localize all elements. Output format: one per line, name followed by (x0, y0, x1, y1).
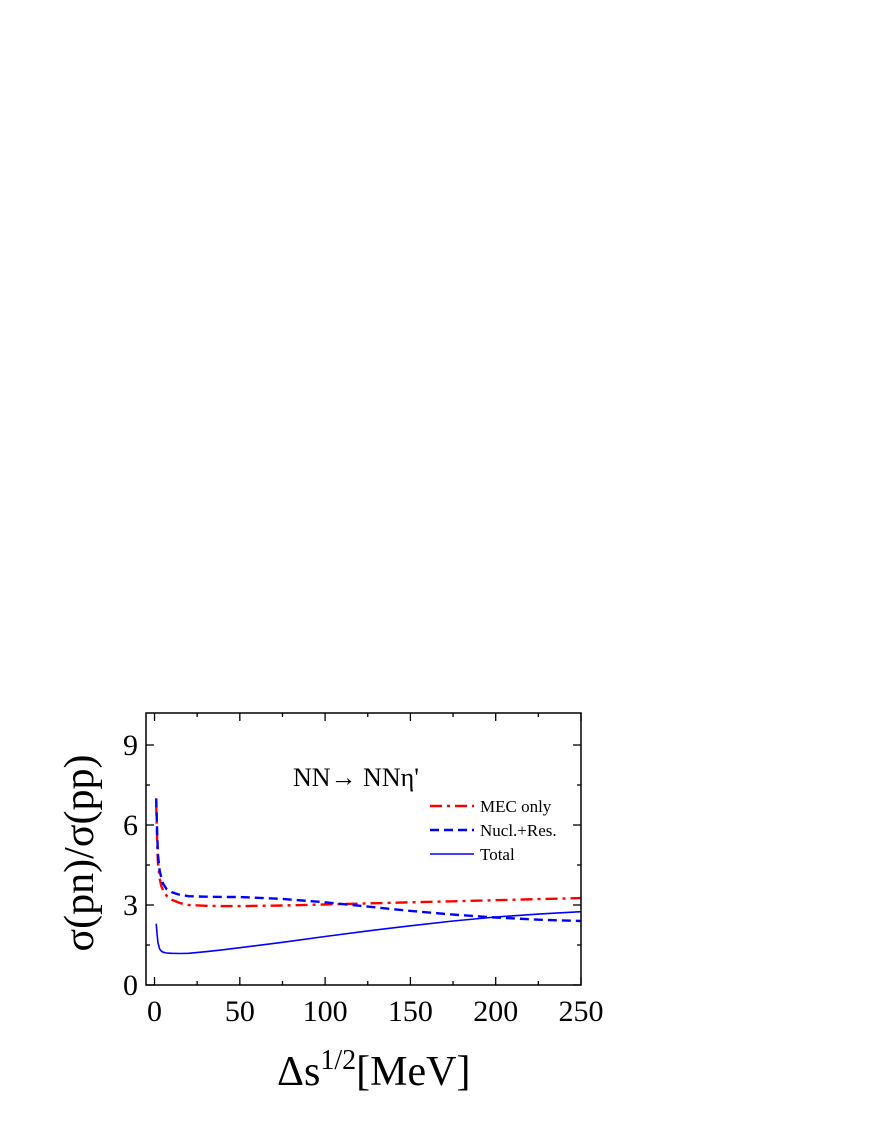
x-tick-label: 0 (147, 995, 162, 1028)
x-axis-label: Δs1/2[MeV] (277, 1045, 470, 1095)
x-axis-label-sup: 1/2 (320, 1045, 356, 1076)
x-axis-label-unit: [MeV] (356, 1049, 470, 1095)
tick-layer: 0 50 100 150 200 250 0 3 6 9 (123, 713, 604, 1028)
legend-label: Nucl.+Res. (480, 821, 557, 840)
y-axis-label: σ(pn)/σ(pp) (57, 755, 103, 952)
x-axis-label-main: Δs (277, 1049, 320, 1095)
x-tick-label: 150 (388, 995, 433, 1028)
series-line-mec-only (155, 803, 581, 908)
x-tick-label: 50 (225, 995, 255, 1028)
y-tick-label: 6 (123, 809, 138, 842)
y-tick-label: 9 (123, 729, 138, 762)
y-tick-label: 3 (123, 889, 138, 922)
x-tick-label: 100 (303, 995, 348, 1028)
legend: MEC only Nucl.+Res. Total (430, 797, 557, 864)
chart-annotation: NN→ NNη' (293, 763, 419, 792)
y-tick-label: 0 (123, 969, 138, 1002)
legend-label: Total (480, 845, 515, 864)
series-line-nucl-res (155, 798, 581, 923)
series-layer (155, 798, 581, 955)
plot-frame (145, 712, 582, 986)
x-tick-label: 200 (473, 995, 518, 1028)
x-tick-label: 250 (559, 995, 604, 1028)
legend-label: MEC only (480, 797, 552, 816)
series-line-total (155, 910, 581, 955)
